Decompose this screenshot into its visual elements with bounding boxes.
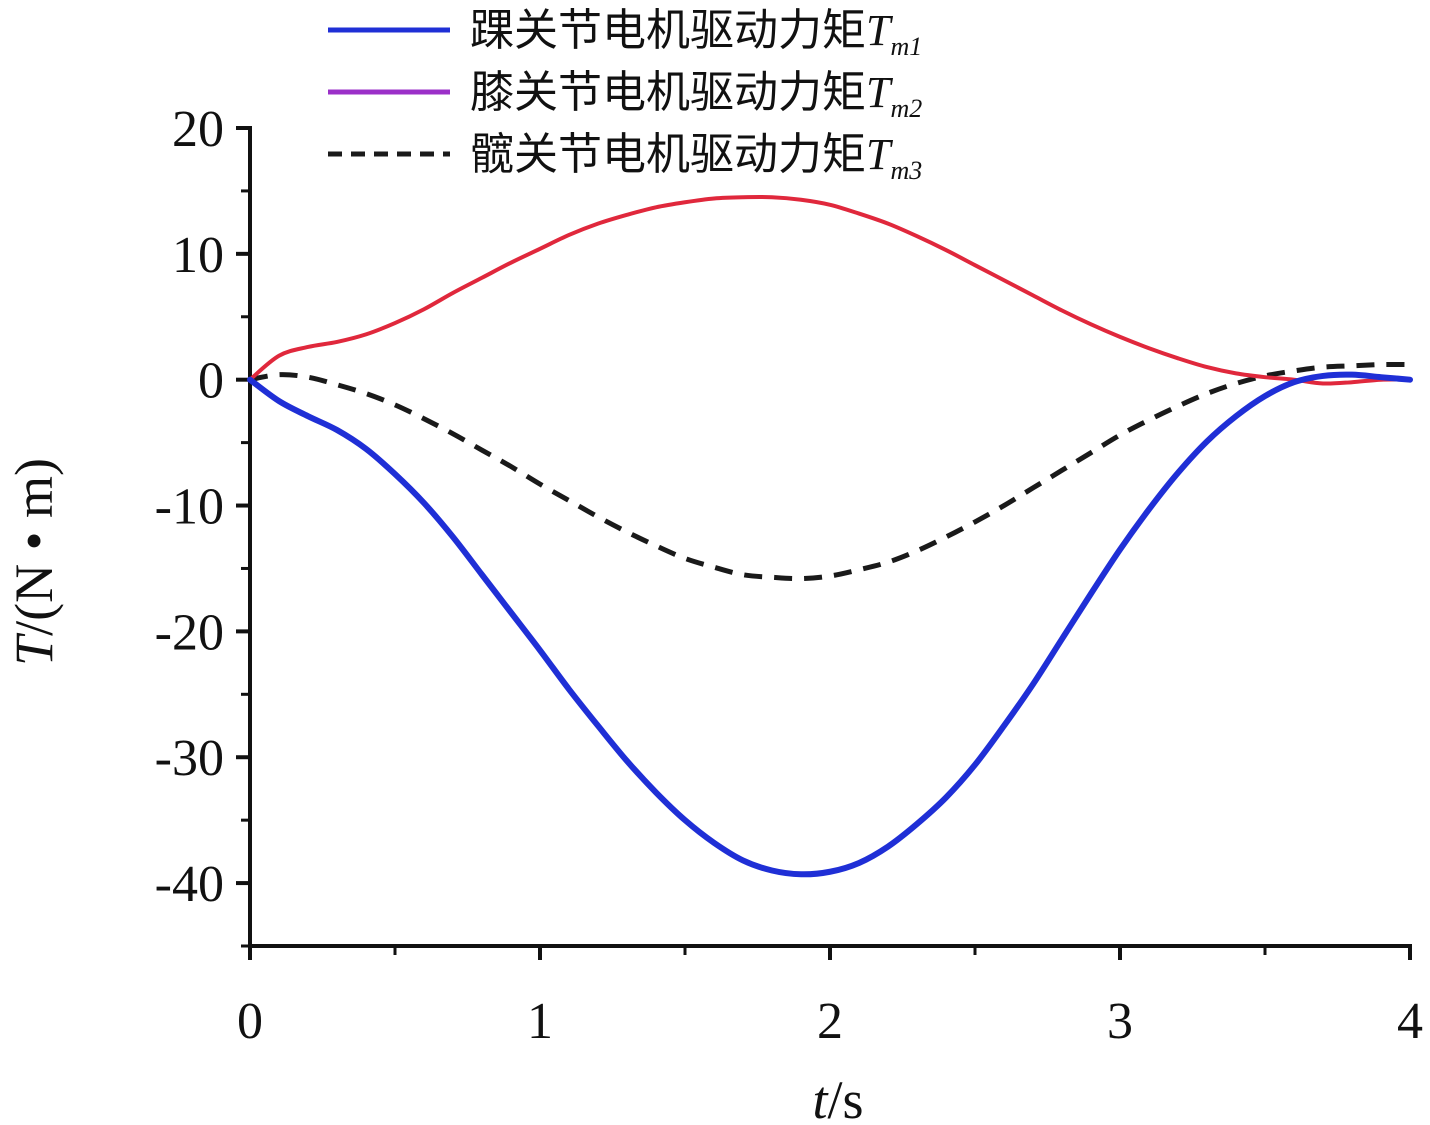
axes: 20 10 0 -10 -20 -30 -40 0 1 2 3 4	[155, 101, 1423, 1050]
legend-label: 踝关节电机驱动力矩Tm1	[470, 5, 922, 61]
ticks: 20 10 0 -10 -20 -30 -40 0 1 2 3 4	[155, 101, 1423, 1050]
y-axis-title: T/(N • m)	[4, 458, 64, 666]
y-tick-label: 20	[172, 101, 224, 158]
x-axis-title-unit: /s	[827, 1070, 863, 1125]
y-tick-label: -20	[155, 604, 224, 661]
y-tick-label: -10	[155, 479, 224, 536]
x-tick-label: 1	[527, 993, 553, 1050]
y-axis-title-unit: /(N • m)	[4, 458, 64, 636]
x-tick-label: 0	[237, 993, 263, 1050]
legend-item-ankle: 踝关节电机驱动力矩Tm1	[328, 5, 922, 61]
series-layer	[247, 194, 1413, 878]
x-tick-label: 3	[1107, 993, 1133, 1050]
legend-item-hip: 髋关节电机驱动力矩Tm3	[328, 129, 922, 185]
x-axis-title: t/s	[812, 1070, 863, 1125]
y-tick-label: -40	[155, 856, 224, 913]
x-axis-title-var: t	[812, 1070, 829, 1125]
y-axis-title-var: T	[4, 632, 64, 666]
y-tick-label: 0	[198, 353, 224, 410]
x-tick-label: 4	[1397, 993, 1423, 1050]
series-ankle-line	[247, 371, 1413, 878]
y-tick-label: -30	[155, 730, 224, 787]
legend-label: 膝关节电机驱动力矩Tm2	[470, 67, 922, 123]
y-tick-label: 10	[172, 227, 224, 284]
series-knee-line	[248, 194, 1412, 386]
series-hip-line	[249, 361, 1411, 582]
x-tick-label: 2	[817, 993, 843, 1050]
legend: 踝关节电机驱动力矩Tm1 膝关节电机驱动力矩Tm2 髋关节电机驱动力矩Tm3	[328, 5, 922, 185]
legend-item-knee: 膝关节电机驱动力矩Tm2	[328, 67, 922, 123]
legend-label: 髋关节电机驱动力矩Tm3	[470, 129, 922, 185]
